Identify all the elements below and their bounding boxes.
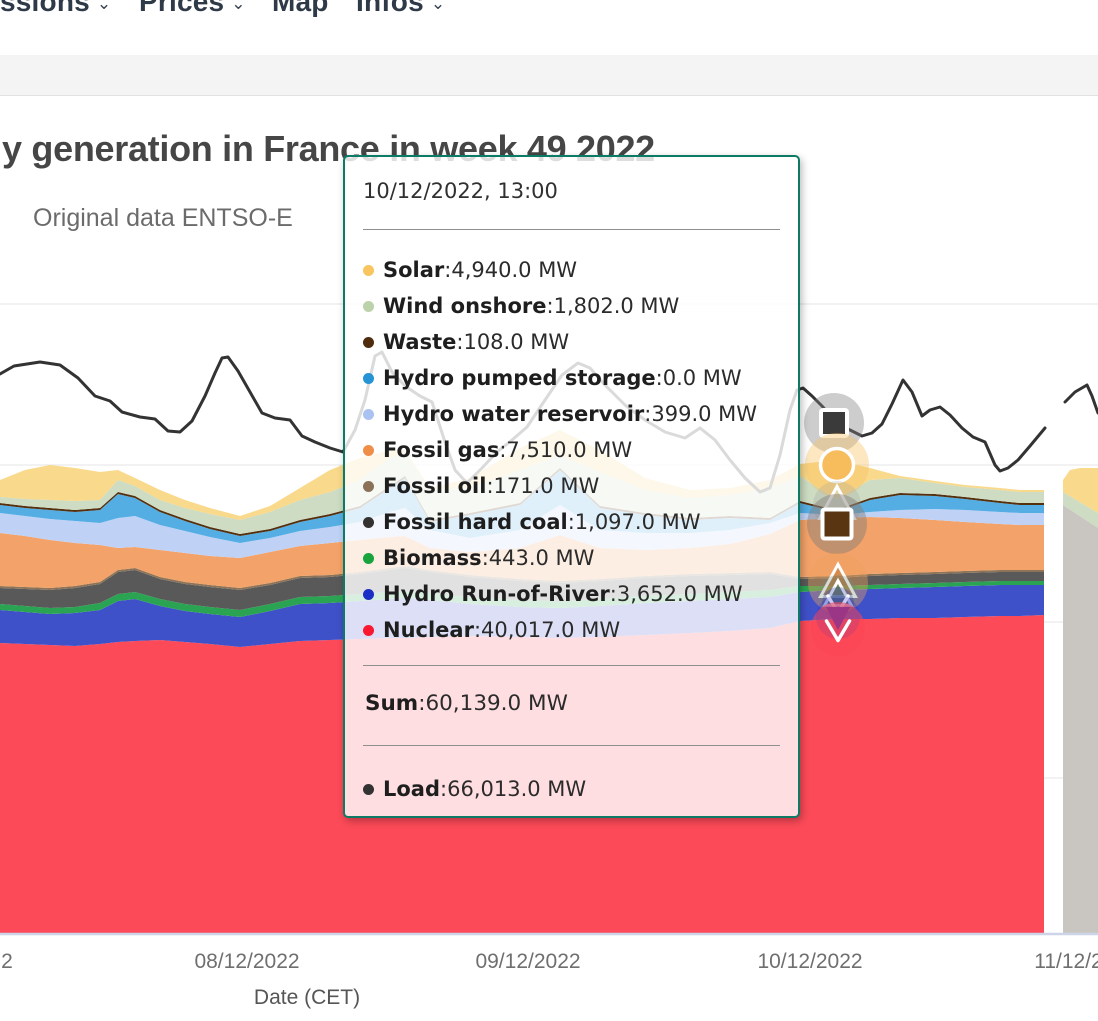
series-value: 4,940.0 MW	[451, 258, 578, 282]
separator: :	[481, 546, 489, 570]
nav-item-prices[interactable]: Prices ⌄	[139, 0, 246, 18]
separator: :	[644, 402, 652, 426]
series-bullet-icon	[363, 372, 374, 384]
series-value: 0.0 MW	[662, 366, 742, 390]
series-label: Fossil gas	[383, 438, 500, 462]
series-label: Waste	[383, 330, 457, 354]
series-label: Nuclear	[383, 618, 474, 642]
series-label: Hydro pumped storage	[383, 366, 656, 390]
separator: :	[546, 294, 554, 318]
x-tick-label: 10/12/2022	[757, 950, 863, 973]
series-bullet-icon	[363, 444, 374, 456]
tooltip-row: Solar : 4,940.0 MW	[361, 252, 782, 288]
tooltip-row: Hydro pumped storage : 0.0 MW	[361, 360, 782, 396]
series-value: 7,510.0 MW	[506, 438, 633, 462]
series-value: 443.0 MW	[488, 546, 595, 570]
series-value: 108.0 MW	[463, 330, 570, 354]
separator: :	[473, 618, 482, 642]
series-bullet-icon	[363, 336, 374, 348]
gray-block-wind-cap	[1063, 492, 1098, 528]
series-value: 399.0 MW	[651, 402, 758, 426]
tooltip-row: Fossil hard coal : 1,097.0 MW	[361, 504, 782, 540]
series-bullet-icon	[363, 552, 374, 564]
separator: :	[456, 330, 464, 354]
tooltip-row: Biomass : 443.0 MW	[361, 540, 782, 576]
chart-tooltip: 10/12/2022, 13:00 Solar : 4,940.0 MW Wind…	[343, 155, 800, 818]
tooltip-series-list: Solar : 4,940.0 MW Wind onshore : 1,802.0…	[361, 252, 782, 648]
series-bullet-icon	[363, 300, 374, 312]
page-subtitle: Original data ENTSO-E	[33, 204, 293, 232]
series-label: Fossil oil	[383, 474, 487, 498]
tooltip-load-row: Load : 66,013.0 MW	[361, 776, 782, 802]
series-label: Hydro Run-of-River	[383, 582, 610, 606]
top-nav: ssions ⌄ Prices ⌄ Map Infos ⌄	[0, 0, 1098, 30]
tooltip-row: Hydro Run-of-River : 3,652.0 MW	[361, 576, 782, 612]
tooltip-load-value: 66,013.0 MW	[447, 777, 587, 801]
series-bullet-icon	[363, 480, 374, 492]
x-tick-label: 08/12/2022	[194, 950, 300, 973]
series-value: 3,652.0 MW	[616, 582, 743, 606]
tooltip-sum-separator: :	[418, 690, 426, 716]
tooltip-row: Hydro water reservoir : 399.0 MW	[361, 396, 782, 432]
series-bullet-icon	[363, 516, 374, 528]
chevron-down-icon: ⌄	[231, 0, 246, 13]
nav-item-label: Map	[272, 0, 329, 17]
nav-item-infos[interactable]: Infos ⌄	[356, 0, 445, 18]
series-label: Biomass	[383, 546, 482, 570]
marker-solar-circle	[818, 446, 856, 484]
nav-item-label: ssions	[0, 0, 90, 17]
x-axis-title: Date (CET)	[253, 986, 361, 1009]
series-label: Fossil hard coal	[383, 510, 568, 534]
series-label: Solar	[383, 258, 445, 282]
gray-unspecified-area	[1063, 505, 1098, 933]
nav-item-ssions[interactable]: ssions ⌄	[0, 0, 111, 18]
tooltip-sum-row: Sum: 60,139.0 MW	[365, 690, 782, 716]
tooltip-load-separator: :	[440, 777, 448, 801]
load-bullet-icon	[363, 783, 374, 795]
tooltip-row: Nuclear : 40,017.0 MW	[361, 612, 782, 648]
tooltip-load-label: Load	[383, 777, 441, 801]
nav-item-label: Infos	[356, 0, 424, 17]
separator: :	[444, 258, 452, 282]
x-tick-label: 2	[1, 950, 13, 973]
series-label: Hydro water reservoir	[383, 402, 645, 426]
separator: :	[655, 366, 663, 390]
series-value: 1,097.0 MW	[574, 510, 701, 534]
separator: :	[609, 582, 617, 606]
tooltip-row: Fossil oil : 171.0 MW	[361, 468, 782, 504]
series-value: 40,017.0 MW	[481, 618, 621, 642]
nav-item-label: Prices	[139, 0, 225, 17]
series-bullet-icon	[363, 264, 374, 276]
series-label: Wind onshore	[383, 294, 547, 318]
tooltip-divider	[363, 745, 780, 746]
toolbar-band	[0, 55, 1098, 96]
separator: :	[486, 474, 494, 498]
nav-item-map[interactable]: Map	[272, 0, 329, 18]
tooltip-timestamp: 10/12/2022, 13:00	[363, 179, 558, 203]
series-bullet-icon	[363, 408, 374, 420]
tooltip-row: Fossil gas : 7,510.0 MW	[361, 432, 782, 468]
tooltip-divider	[363, 229, 780, 230]
tooltip-sum-label: Sum	[365, 690, 419, 716]
x-tick-label: 09/12/2022	[475, 950, 581, 973]
marker-waste-square	[820, 507, 854, 541]
chevron-down-icon: ⌄	[96, 0, 112, 13]
gray-block-solar-cap	[1063, 468, 1098, 513]
x-tick-label: 11/12/2022	[1034, 950, 1098, 973]
marker-nuclear-chevron	[824, 619, 852, 643]
tooltip-row: Wind onshore : 1,802.0 MW	[361, 288, 782, 324]
load-line	[1063, 383, 1098, 415]
separator: :	[567, 510, 575, 534]
tooltip-divider	[363, 665, 780, 666]
series-bullet-icon	[363, 624, 374, 636]
series-value: 1,802.0 MW	[553, 294, 680, 318]
marker-load-square	[819, 408, 849, 438]
tooltip-row: Waste : 108.0 MW	[361, 324, 782, 360]
chevron-down-icon: ⌄	[430, 0, 446, 13]
marker-nuclear-chevron-halo	[811, 602, 865, 656]
series-bullet-icon	[363, 588, 374, 600]
separator: :	[499, 438, 507, 462]
tooltip-sum-value: 60,139.0 MW	[425, 690, 568, 716]
series-value: 171.0 MW	[493, 474, 600, 498]
